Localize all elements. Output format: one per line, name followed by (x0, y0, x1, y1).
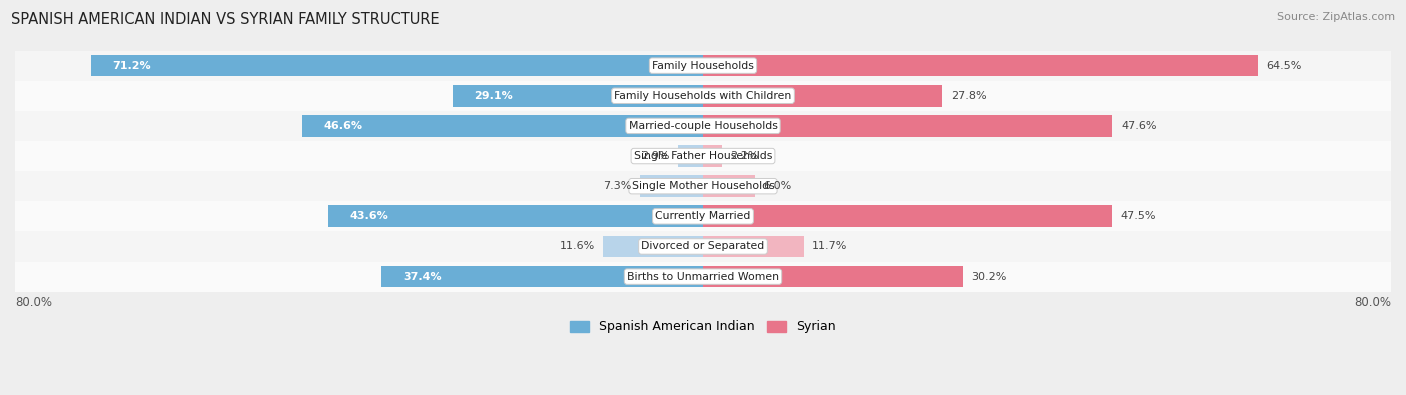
Text: Divorced or Separated: Divorced or Separated (641, 241, 765, 252)
Bar (15, 81, 1391, 111)
Bar (703, 115, 1112, 137)
Bar (703, 85, 942, 107)
Legend: Spanish American Indian, Syrian: Spanish American Indian, Syrian (565, 316, 841, 339)
Text: 80.0%: 80.0% (1354, 296, 1391, 309)
Bar (15, 51, 1391, 81)
Text: 46.6%: 46.6% (323, 121, 363, 131)
Bar (15, 111, 1391, 141)
Text: 11.6%: 11.6% (560, 241, 595, 252)
Bar (328, 205, 703, 227)
Text: 6.0%: 6.0% (763, 181, 792, 191)
Bar (640, 175, 703, 197)
Text: 11.7%: 11.7% (813, 241, 848, 252)
Text: 71.2%: 71.2% (112, 60, 150, 71)
Text: 7.3%: 7.3% (603, 181, 631, 191)
Bar (703, 175, 755, 197)
Text: 2.2%: 2.2% (731, 151, 759, 161)
Text: 43.6%: 43.6% (350, 211, 388, 221)
Bar (703, 236, 804, 257)
Text: 37.4%: 37.4% (404, 272, 441, 282)
Text: Currently Married: Currently Married (655, 211, 751, 221)
Text: 47.5%: 47.5% (1121, 211, 1156, 221)
Bar (15, 231, 1391, 261)
Text: SPANISH AMERICAN INDIAN VS SYRIAN FAMILY STRUCTURE: SPANISH AMERICAN INDIAN VS SYRIAN FAMILY… (11, 12, 440, 27)
Bar (15, 201, 1391, 231)
Text: Source: ZipAtlas.com: Source: ZipAtlas.com (1277, 12, 1395, 22)
Text: Family Households: Family Households (652, 60, 754, 71)
Bar (90, 55, 703, 77)
Text: 80.0%: 80.0% (15, 296, 52, 309)
Text: 2.9%: 2.9% (641, 151, 669, 161)
Text: Births to Unmarried Women: Births to Unmarried Women (627, 272, 779, 282)
Bar (703, 266, 963, 288)
Text: 27.8%: 27.8% (950, 91, 986, 101)
Text: 29.1%: 29.1% (474, 91, 513, 101)
Bar (678, 145, 703, 167)
Bar (703, 55, 1258, 77)
Text: 64.5%: 64.5% (1267, 60, 1302, 71)
Bar (603, 236, 703, 257)
Bar (703, 145, 721, 167)
Bar (15, 171, 1391, 201)
Bar (381, 266, 703, 288)
Bar (15, 261, 1391, 292)
Text: Single Mother Households: Single Mother Households (631, 181, 775, 191)
Text: 30.2%: 30.2% (972, 272, 1007, 282)
Text: Single Father Households: Single Father Households (634, 151, 772, 161)
Bar (302, 115, 703, 137)
Bar (703, 205, 1112, 227)
Text: Family Households with Children: Family Households with Children (614, 91, 792, 101)
Text: Married-couple Households: Married-couple Households (628, 121, 778, 131)
Text: 47.6%: 47.6% (1121, 121, 1157, 131)
Bar (453, 85, 703, 107)
Bar (15, 141, 1391, 171)
